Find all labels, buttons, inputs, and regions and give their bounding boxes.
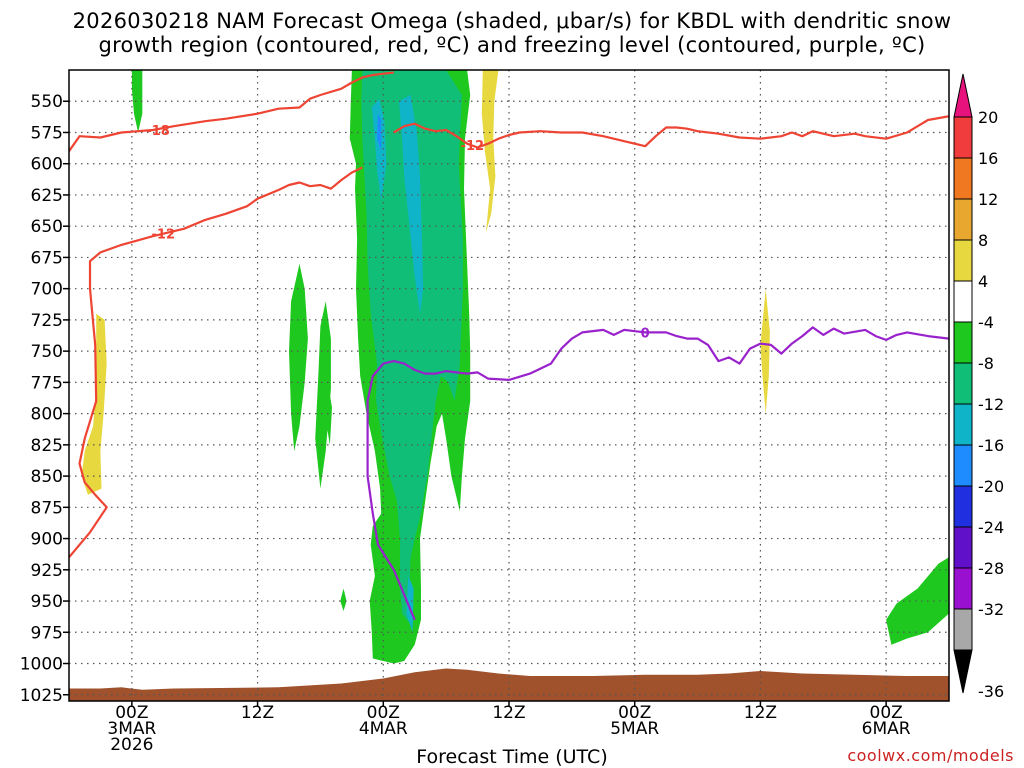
colorbar-segment-6 (953, 362, 973, 405)
contour-label-1: -12 (461, 139, 485, 154)
y-axis: 550 575 600 625 650 675 700 725 750 775 800 825 850 8… (20, 92, 69, 706)
y-tick-label: 800 (31, 405, 63, 425)
x-tick-label: 12Z (492, 703, 525, 723)
y-tick-label: 600 (31, 155, 63, 175)
omega-region-7 (361, 70, 463, 626)
x-tick-label: 12Z (241, 703, 274, 723)
colorbar-label: 12 (978, 190, 998, 209)
y-tick-label: 1000 (20, 655, 63, 675)
x-tick-label: 00Z (618, 703, 651, 723)
credit-link[interactable]: coolwx.com/models (847, 746, 1014, 765)
colorbar-label: -16 (978, 436, 1004, 455)
colorbar-segment-9 (953, 485, 973, 528)
colorbar-label: -12 (978, 395, 1004, 414)
contour-line-1 (393, 115, 949, 149)
y-tick-label: 850 (31, 467, 63, 487)
colorbar-segment-12 (953, 608, 973, 651)
contour-label-3: 0 (641, 326, 650, 341)
y-tick-label: 650 (31, 217, 63, 237)
colorbar-segment-7 (953, 403, 973, 446)
colorbar-label: -32 (978, 600, 1004, 619)
omega-region-11 (377, 113, 382, 152)
colorbar-label: -4 (978, 313, 994, 332)
y-tick-label: 950 (31, 592, 63, 612)
y-tick-label: 975 (31, 623, 63, 643)
chart-title-line-1: 2026030218 NAM Forecast Omega (shaded, μ… (72, 9, 952, 33)
plot-area (69, 70, 949, 701)
omega-region-1 (289, 263, 308, 452)
x-tick-label: 3MAR (107, 719, 156, 739)
y-tick-label: 900 (31, 530, 63, 550)
colorbar: 20 16 12 8 4 -4 -8 -12 -16 -20 -24 -28 -32 -36 (953, 73, 1004, 701)
colorbar-label: -20 (978, 477, 1004, 496)
y-tick-label: 575 (31, 123, 63, 143)
colorbar-segment-3 (953, 239, 973, 282)
contour-line-0 (69, 71, 394, 152)
omega-region-0 (131, 70, 143, 133)
y-tick-label: 925 (31, 561, 63, 581)
colorbar-label: -28 (978, 559, 1004, 578)
omega-region-2 (315, 301, 331, 489)
y-tick-label: 675 (31, 248, 63, 268)
x-tick-label: 00Z (367, 703, 400, 723)
y-tick-label: 750 (31, 342, 63, 362)
y-tick-label: 625 (31, 186, 63, 206)
x-tick-label: 00Z (115, 703, 148, 723)
colorbar-segment-11 (953, 567, 973, 610)
grid-lines (69, 70, 949, 701)
colorbar-label: 8 (978, 231, 988, 250)
plot-frame (68, 69, 950, 702)
omega-region-3 (325, 382, 332, 445)
x-tick-label: 00Z (870, 703, 903, 723)
contour-label-0: -18 (146, 124, 170, 139)
y-tick-label: 550 (31, 92, 63, 112)
x-axis-title: Forecast Time (UTC) (416, 746, 608, 768)
y-tick-label: 700 (31, 280, 63, 300)
x-tick-label: 12Z (744, 703, 777, 723)
colorbar-label: -8 (978, 354, 994, 373)
colorbar-segment-4 (953, 280, 973, 323)
omega-region-9 (399, 95, 424, 314)
y-tick-label: 875 (31, 498, 63, 518)
omega-region-12 (481, 70, 499, 233)
colorbar-segment-8 (953, 444, 973, 487)
y-tick-label: 725 (31, 311, 63, 331)
contour-lines: -18 -12 -12 0 (69, 71, 949, 621)
colorbar-segment-10 (953, 526, 973, 569)
colorbar-top-arrow (953, 73, 973, 118)
colorbar-segment-0 (953, 116, 973, 159)
colorbar-bottom-arrow (953, 649, 973, 694)
contour-line-3 (366, 326, 949, 621)
colorbar-label: 20 (978, 108, 998, 127)
omega-region-6 (886, 557, 949, 645)
colorbar-segment-5 (953, 321, 973, 364)
y-tick-label: 825 (31, 436, 63, 456)
colorbar-segment-2 (953, 198, 973, 241)
colorbar-label: 16 (978, 149, 998, 168)
x-tick-label: 2026 (110, 735, 153, 755)
terrain-surface (69, 668, 949, 701)
omega-region-5 (340, 588, 347, 611)
x-tick-label: 4MAR (359, 719, 408, 739)
y-tick-label: 775 (31, 373, 63, 393)
contour-label-2: -12 (152, 228, 176, 243)
y-tick-label: 1025 (20, 686, 63, 706)
omega-region-10 (406, 576, 414, 633)
contour-line-2 (69, 166, 363, 559)
colorbar-label: 4 (978, 272, 988, 291)
x-tick-label: 6MAR (862, 719, 911, 739)
colorbar-segment-1 (953, 157, 973, 200)
colorbar-label: -24 (978, 518, 1004, 537)
x-tick-label: 5MAR (610, 719, 659, 739)
omega-region-13 (81, 313, 107, 495)
chart-title-line-2: growth region (contoured, red, ºC) and f… (98, 33, 926, 57)
colorbar-label: -36 (978, 682, 1004, 701)
